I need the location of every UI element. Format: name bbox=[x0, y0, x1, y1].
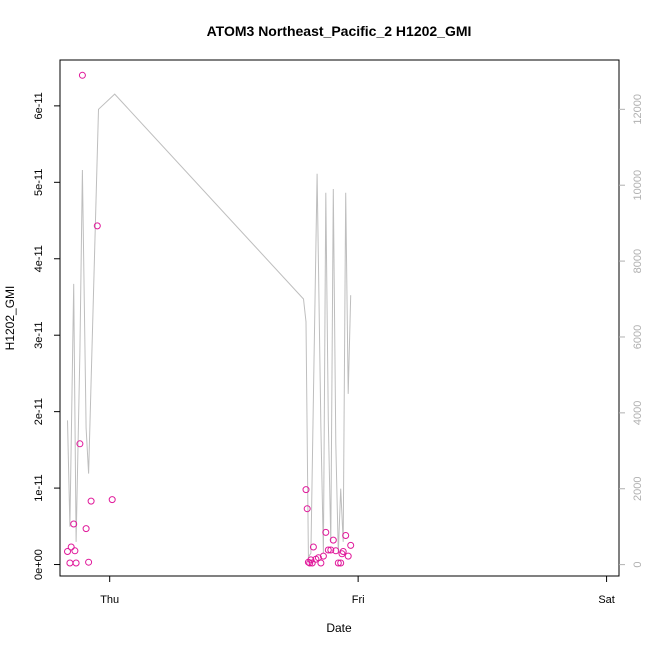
x-tick-label: Fri bbox=[352, 594, 365, 606]
data-point bbox=[64, 548, 71, 555]
data-point bbox=[93, 222, 101, 230]
data-point bbox=[71, 547, 79, 555]
data-point bbox=[72, 559, 80, 567]
data-point bbox=[329, 536, 337, 544]
y-axis-left: 0e+00 1e-11 2e-11 3e-11 4e-11 5e-11 6e-11 bbox=[33, 92, 60, 580]
y-left-tick-label: 1e-11 bbox=[33, 474, 45, 501]
data-point bbox=[303, 505, 311, 513]
data-point bbox=[322, 528, 330, 536]
data-point bbox=[302, 486, 310, 494]
data-point bbox=[337, 559, 345, 567]
data-point bbox=[307, 556, 315, 564]
data-point bbox=[306, 559, 314, 567]
data-point bbox=[85, 558, 93, 566]
data-point bbox=[67, 543, 75, 551]
data-point bbox=[108, 496, 116, 504]
series-line bbox=[67, 93, 352, 559]
y-right-tick-label: 4000 bbox=[632, 401, 644, 425]
data-point bbox=[332, 547, 340, 555]
y-axis-right: 0 2000 4000 6000 8000 10000 12000 bbox=[619, 94, 644, 568]
data-point bbox=[82, 525, 90, 533]
y-left-tick-label: 3e-11 bbox=[33, 322, 45, 349]
y-right-tick-label: 8000 bbox=[632, 249, 644, 273]
data-point bbox=[87, 497, 95, 505]
data-point bbox=[344, 552, 352, 560]
data-point bbox=[347, 541, 355, 549]
data-point bbox=[76, 440, 84, 448]
x-axis: Thu Fri Sat bbox=[100, 576, 615, 606]
y-left-tick-label: 5e-11 bbox=[33, 169, 45, 196]
y-right-tick-label: 12000 bbox=[632, 94, 644, 125]
data-point bbox=[309, 543, 317, 551]
series-layer bbox=[64, 71, 355, 567]
chart-title: ATOM3 Northeast_Pacific_2 H1202_GMI bbox=[207, 23, 472, 39]
y-left-tick-label: 0e+00 bbox=[33, 549, 45, 580]
y-right-tick-label: 0 bbox=[632, 562, 644, 568]
data-point bbox=[317, 559, 325, 567]
data-point bbox=[78, 71, 86, 79]
x-tick-label: Thu bbox=[100, 594, 119, 606]
y-right-tick-label: 2000 bbox=[632, 476, 644, 500]
y-left-tick-label: 6e-11 bbox=[33, 92, 45, 119]
data-point bbox=[339, 548, 347, 555]
x-tick-label: Sat bbox=[598, 594, 615, 606]
data-point bbox=[342, 532, 350, 539]
data-point bbox=[66, 559, 74, 567]
data-point bbox=[319, 552, 327, 560]
data-point bbox=[334, 559, 342, 567]
data-point bbox=[327, 546, 335, 554]
plot-frame bbox=[59, 59, 620, 577]
y-axis-label: H1202_GMI bbox=[3, 286, 17, 351]
x-axis-label: Date bbox=[326, 621, 352, 635]
y-right-tick-label: 10000 bbox=[632, 170, 644, 201]
y-right-tick-label: 6000 bbox=[632, 325, 644, 349]
y-left-tick-label: 4e-11 bbox=[33, 245, 45, 272]
y-left-tick-label: 2e-11 bbox=[33, 398, 45, 425]
data-point bbox=[308, 559, 316, 567]
data-point bbox=[70, 520, 78, 528]
data-point bbox=[324, 546, 332, 554]
